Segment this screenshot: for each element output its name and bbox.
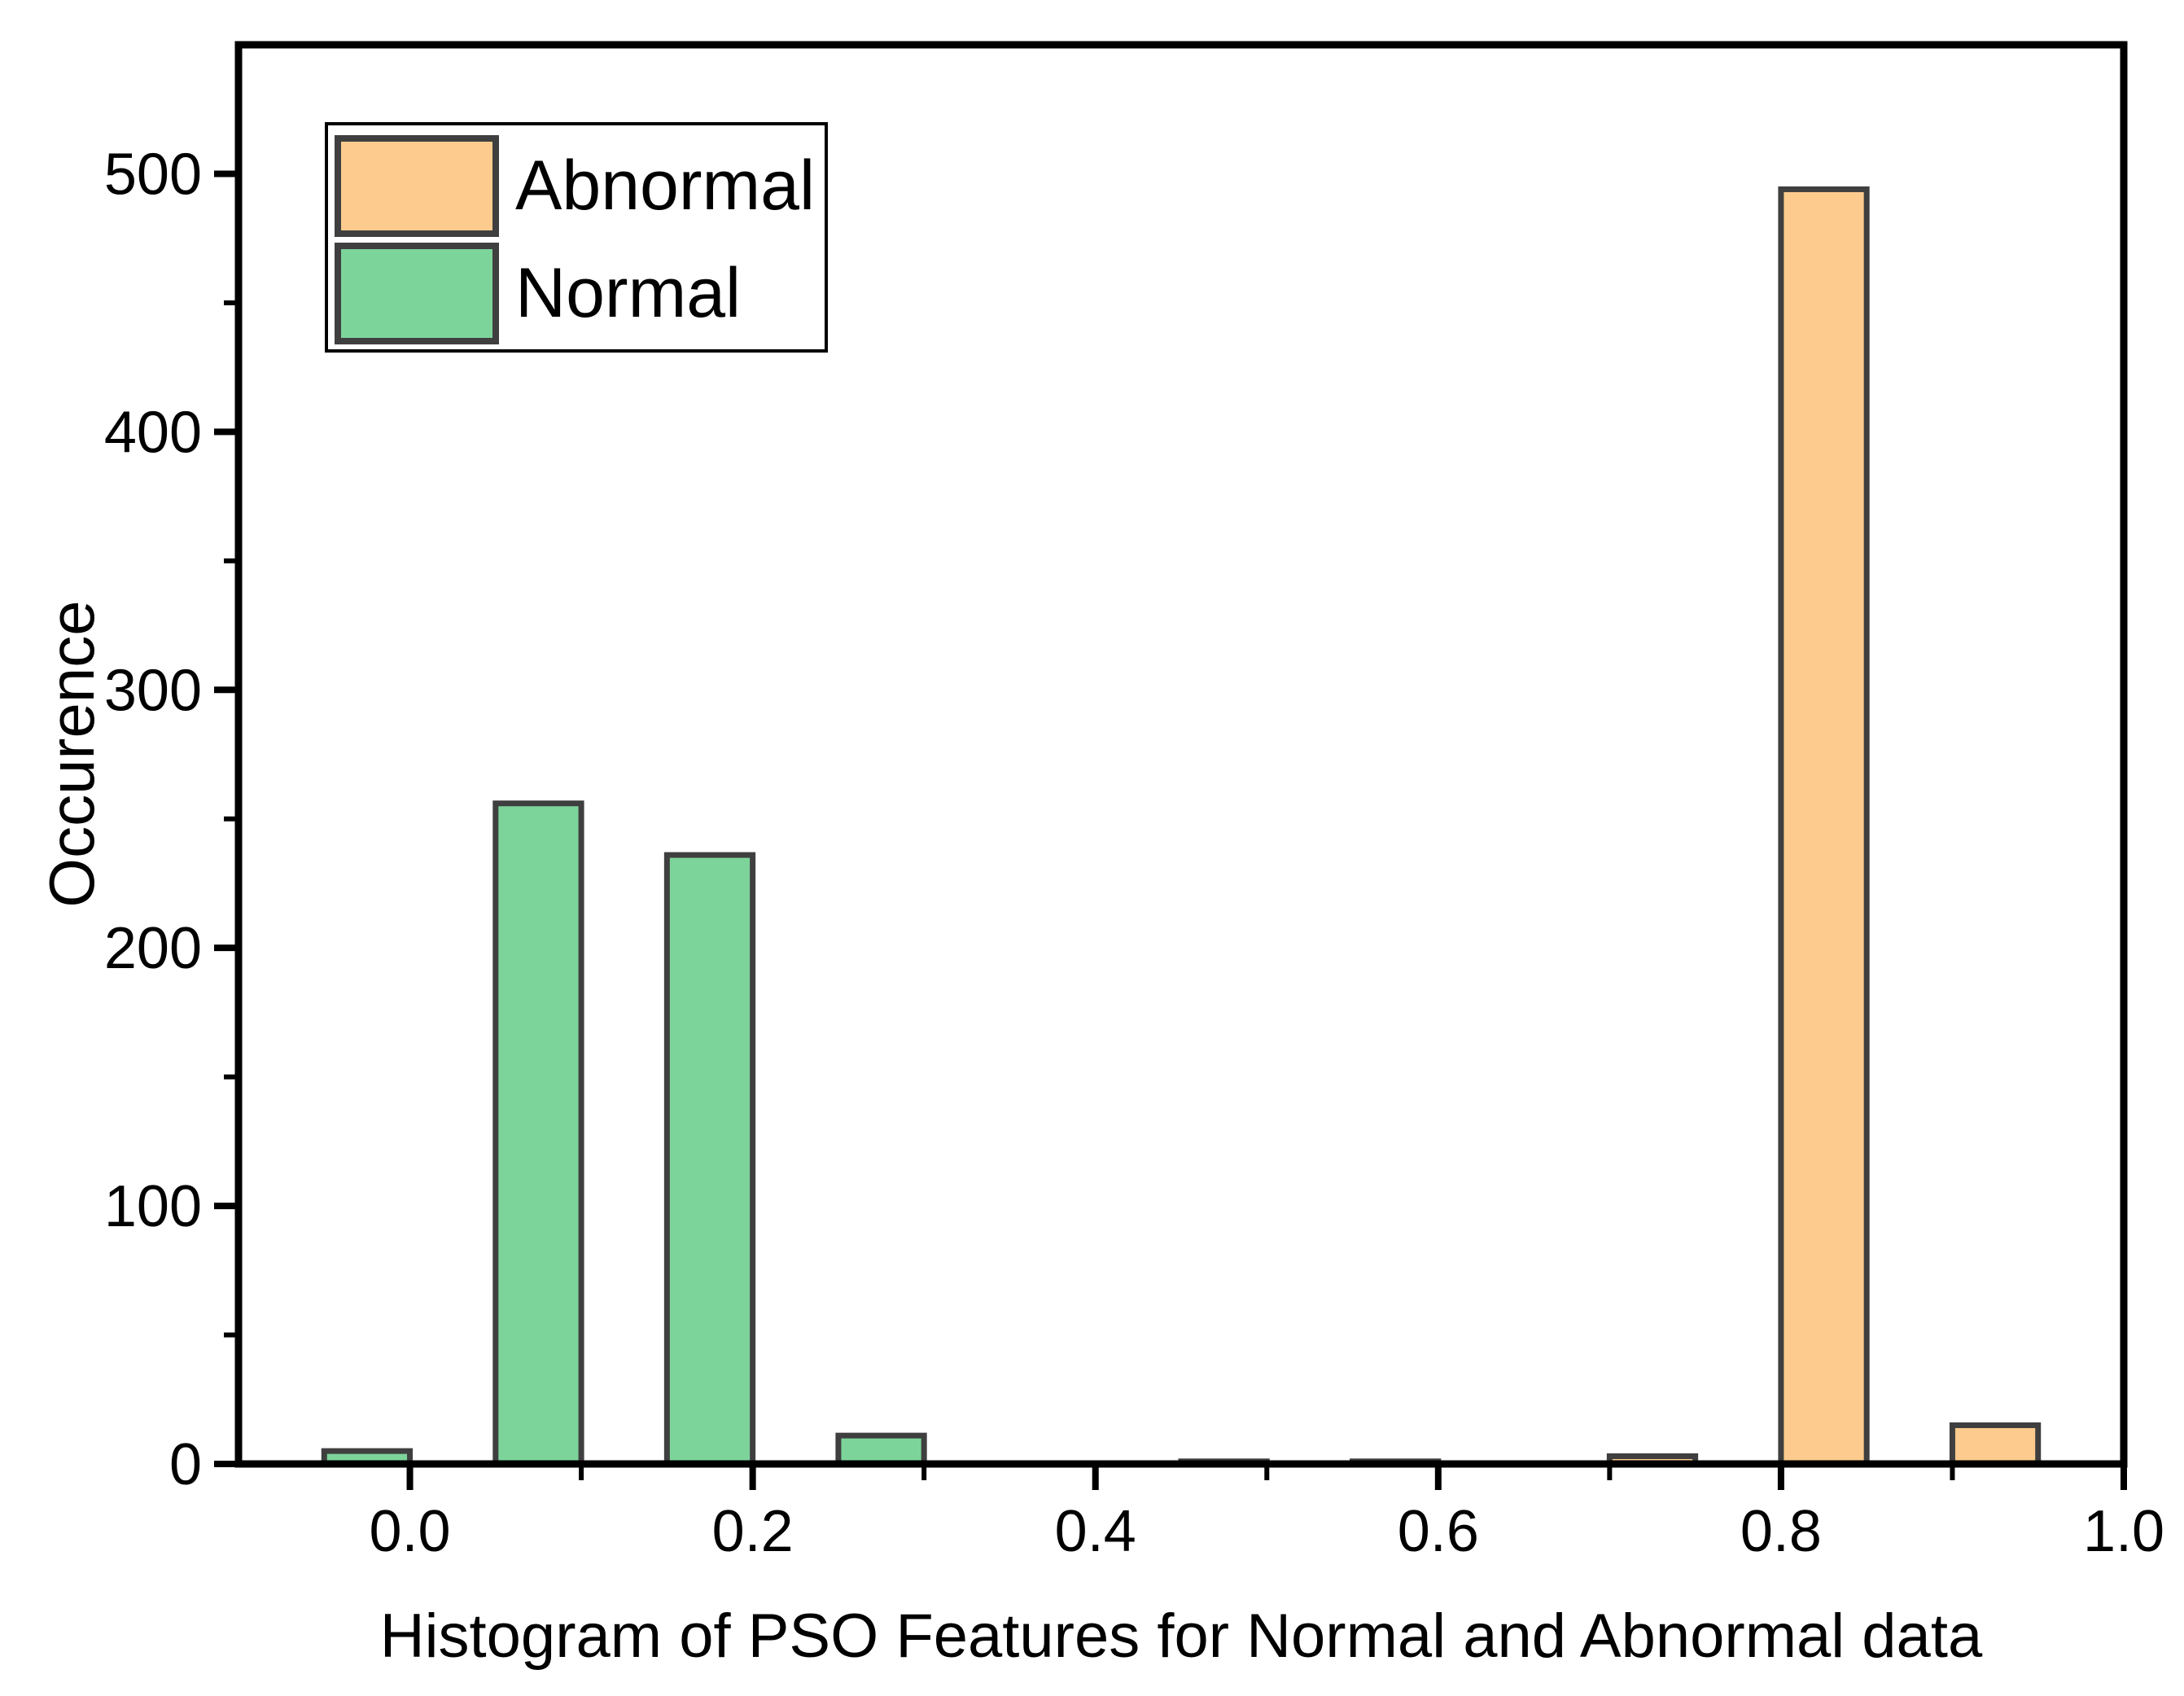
x-tick-label: 0.2 [712, 1499, 794, 1564]
bar-abnormal [1778, 186, 1870, 1467]
legend-label-abnormal: Abnormal [515, 147, 815, 225]
y-tick-label: 500 [104, 142, 202, 207]
x-tick-label: 0.6 [1398, 1499, 1479, 1564]
x-tick-label: 0.4 [1055, 1499, 1136, 1564]
x-tick-label: 0.0 [369, 1499, 450, 1564]
x-tick-label: 0.8 [1740, 1499, 1822, 1564]
y-tick-label: 200 [104, 916, 202, 981]
bar-normal [663, 852, 756, 1467]
bar-normal [492, 800, 584, 1467]
bar-normal [835, 1432, 927, 1467]
x-axis-title: Histogram of PSO Features for Normal and… [379, 1602, 1983, 1671]
y-tick-label: 400 [104, 400, 202, 465]
bar-abnormal [1949, 1422, 2042, 1467]
y-axis-title: Occurence [36, 600, 107, 908]
x-tick-label: 1.0 [2083, 1499, 2164, 1564]
y-tick-label: 100 [104, 1174, 202, 1239]
legend-swatch-normal [335, 243, 499, 344]
plot-border [234, 41, 2128, 1468]
legend-swatch-abnormal [335, 135, 499, 237]
legend-label-normal: Normal [515, 254, 741, 332]
y-tick-label: 300 [104, 658, 202, 723]
y-tick-label: 0 [169, 1432, 202, 1497]
